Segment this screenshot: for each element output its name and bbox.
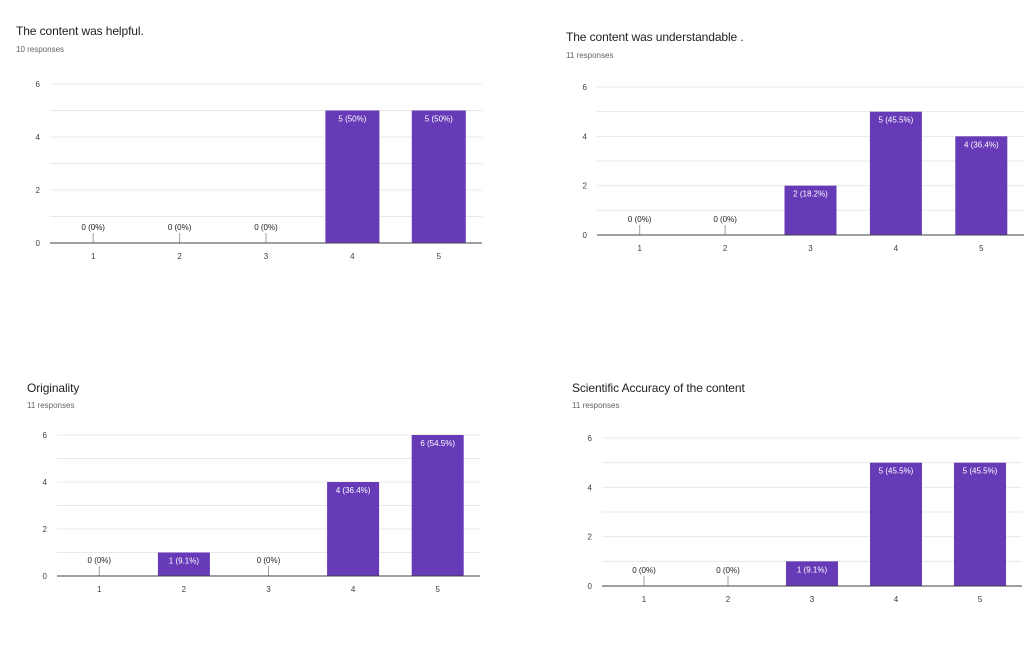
data-label: 0 (0%) (88, 556, 112, 565)
y-tick-label: 0 (43, 572, 48, 581)
bar (955, 136, 1008, 235)
bar (870, 462, 922, 586)
bar (954, 462, 1006, 586)
x-tick-label: 5 (979, 244, 984, 253)
x-tick-label: 4 (350, 252, 355, 261)
data-label: 1 (9.1%) (797, 565, 828, 574)
y-tick-label: 2 (588, 533, 593, 542)
y-tick-label: 2 (583, 182, 588, 191)
x-tick-label: 4 (894, 595, 899, 604)
x-tick-label: 3 (264, 252, 269, 261)
y-tick-label: 6 (588, 434, 593, 443)
bar (157, 552, 210, 576)
response-count: 11 responses (27, 401, 75, 410)
data-label: 0 (0%) (254, 223, 278, 232)
bar (411, 435, 464, 576)
data-label: 5 (45.5%) (879, 467, 914, 476)
data-label: 1 (9.1%) (169, 557, 200, 566)
bar-chart: 0 2 4 6 0 (0%) 1 0 (0%) 2 2 (18.2%) 3 5 (45.5%) 4 4 … (583, 83, 1024, 253)
data-label: 4 (36.4%) (964, 140, 999, 149)
data-label: 5 (50%) (338, 115, 366, 124)
chart-title: The content was understandable . (566, 30, 744, 44)
y-tick-label: 2 (36, 186, 41, 195)
chart-panel-helpful: The content was helpful. 10 responses 0 2… (0, 0, 500, 300)
y-tick-label: 6 (36, 80, 41, 89)
y-tick-label: 2 (43, 525, 48, 534)
x-tick-label: 4 (894, 244, 899, 253)
data-label: 5 (45.5%) (963, 467, 998, 476)
data-label: 0 (0%) (628, 215, 652, 224)
bar (327, 482, 380, 576)
x-tick-label: 5 (437, 252, 442, 261)
chart-title: The content was helpful. (16, 24, 144, 38)
data-label: 0 (0%) (81, 223, 105, 232)
bar (411, 110, 466, 243)
x-tick-label: 4 (351, 585, 356, 594)
response-count: 11 responses (566, 51, 614, 60)
x-tick-label: 1 (91, 252, 96, 261)
bar-chart: 0 2 4 6 0 (0%) 1 0 (0%) 2 0 (0%) 3 5 (50%) 4 5 (50%)… (36, 80, 482, 261)
x-tick-label: 1 (642, 595, 647, 604)
response-count: 11 responses (572, 401, 620, 410)
data-label: 4 (36.4%) (336, 486, 371, 495)
data-label: 5 (50%) (425, 115, 453, 124)
bar (325, 110, 380, 243)
y-tick-label: 4 (43, 478, 48, 487)
chart-title: Originality (27, 381, 80, 395)
x-tick-label: 1 (637, 244, 642, 253)
y-tick-label: 0 (36, 239, 41, 248)
x-tick-label: 2 (726, 595, 731, 604)
data-label: 6 (54.5%) (420, 439, 455, 448)
y-tick-label: 4 (36, 133, 41, 142)
x-tick-label: 5 (435, 585, 440, 594)
data-label: 0 (0%) (168, 223, 192, 232)
data-label: 5 (45.5%) (879, 116, 914, 125)
x-tick-label: 2 (723, 244, 728, 253)
bar (869, 111, 922, 235)
x-tick-label: 1 (97, 585, 102, 594)
x-tick-label: 3 (810, 595, 815, 604)
data-label: 0 (0%) (632, 566, 656, 575)
y-tick-label: 0 (588, 582, 593, 591)
x-tick-label: 2 (182, 585, 187, 594)
x-tick-label: 5 (978, 595, 983, 604)
data-label: 0 (0%) (713, 215, 737, 224)
data-label: 0 (0%) (716, 566, 740, 575)
response-count: 10 responses (16, 45, 65, 54)
x-tick-label: 2 (177, 252, 182, 261)
data-label: 0 (0%) (257, 556, 281, 565)
y-tick-label: 6 (583, 83, 588, 92)
bar-chart: 0 2 4 6 0 (0%) 1 1 (9.1%) 2 0 (0%) 3 4 (36.4%) 4 6 (… (43, 431, 480, 594)
data-label: 2 (18.2%) (793, 190, 828, 199)
y-tick-label: 6 (43, 431, 48, 440)
y-tick-label: 0 (583, 231, 588, 240)
x-tick-label: 3 (266, 585, 271, 594)
bar (786, 561, 838, 586)
y-tick-label: 4 (588, 483, 593, 492)
chart-panel-originality: Originality 11 responses 0 2 4 6 0 (0%) 1 1 (9… (0, 0, 500, 648)
bar (784, 185, 837, 235)
x-tick-label: 3 (808, 244, 813, 253)
chart-title: Scientific Accuracy of the content (572, 381, 745, 395)
y-tick-label: 4 (583, 132, 588, 141)
chart-panel-understandable: The content was understandable . 11 resp… (0, 0, 1024, 300)
